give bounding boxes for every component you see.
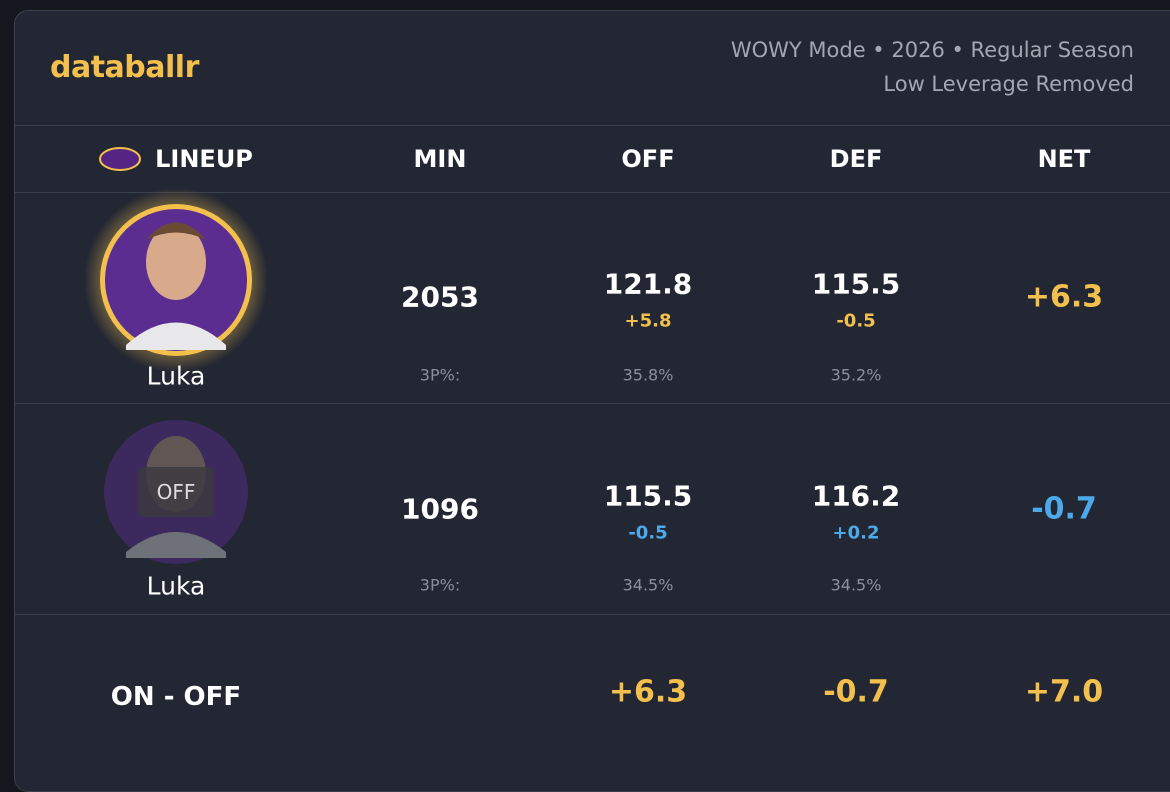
label-3p: 3P%: [419,575,461,595]
player-name: Luka [146,361,206,391]
off-diff: +5.8 [624,310,672,332]
off: 115.5 [603,479,693,513]
graphics [84,147,268,564]
face [146,224,206,300]
page: databallr WOWY Mode • 2026 • Regular Sea… [14,10,1170,792]
logo: databallr [50,50,199,85]
player-name: Luka [146,571,206,601]
off-diff: -0.5 [628,522,668,544]
net: -0.7 [1031,491,1097,527]
net: +6.3 [1024,279,1104,315]
team-logo [99,147,141,171]
footer-net: +7.0 [1024,674,1104,710]
hair [146,222,206,240]
col-header: MIN [413,145,467,173]
off-3p: 35.8% [622,365,674,385]
min: 1096 [401,492,479,526]
def: 116.2 [811,479,901,513]
label-3p: 3P%: [419,365,461,385]
divider [14,614,1170,615]
divider [14,403,1170,404]
col-header: LINEUP [155,145,253,173]
footer-def: -0.7 [823,674,889,710]
def-3p: 35.2% [830,365,882,385]
divider [14,192,1170,193]
jersey [126,322,226,350]
col-header: OFF [621,145,675,173]
off-3p: 34.5% [622,575,674,595]
col-header: NET [1037,145,1091,173]
def-3p: 34.5% [830,575,882,595]
jersey [126,532,226,558]
subtitle: Low Leverage Removed [883,72,1134,96]
card [14,10,1170,792]
off-badge [138,467,214,517]
subtitle: WOWY Mode • 2026 • Regular Season [730,38,1134,62]
footer-label: ON - OFF [110,682,242,712]
def: 115.5 [811,267,901,301]
off: 121.8 [603,267,693,301]
footer-off: +6.3 [608,674,688,710]
divider [14,125,1170,126]
col-header: DEF [829,145,883,173]
def-diff: +0.2 [832,522,880,544]
min: 2053 [401,280,479,314]
def-diff: -0.5 [836,310,876,332]
badge: OFF [156,480,196,504]
